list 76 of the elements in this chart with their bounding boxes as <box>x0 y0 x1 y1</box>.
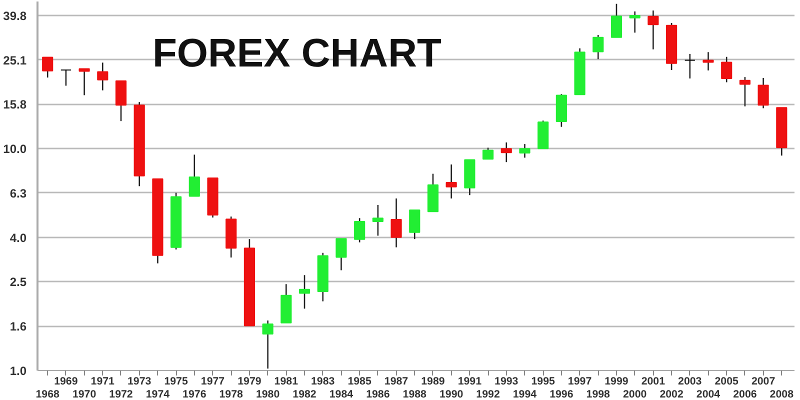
x-tick-label: 2002 <box>660 388 684 400</box>
x-tick-label: 1990 <box>439 388 464 400</box>
x-tick-label: 1972 <box>109 388 133 400</box>
candlestick <box>336 238 347 271</box>
y-tick-label: 6.3 <box>10 186 27 200</box>
x-tick-label: 1986 <box>366 388 390 400</box>
x-tick-label: 1991 <box>458 376 482 388</box>
candlestick <box>721 56 732 83</box>
x-tick-label: 1993 <box>494 376 518 388</box>
x-tick-label: 2008 <box>770 388 794 400</box>
x-tick-label: 1977 <box>200 376 225 388</box>
candlestick <box>446 164 457 200</box>
candlestick <box>78 68 90 96</box>
candlestick <box>354 217 366 243</box>
x-tick-label: 1985 <box>348 376 372 388</box>
candlestick <box>42 56 54 78</box>
x-tick-label: 1988 <box>402 388 427 400</box>
x-tick-label: 1987 <box>384 376 408 388</box>
x-tick-label: 2006 <box>733 388 757 400</box>
x-tick-label: 1974 <box>146 388 170 400</box>
candlestick <box>298 274 310 310</box>
candlestick <box>610 3 622 38</box>
text: FOREX CHART <box>152 32 442 76</box>
x-tick-label: 1981 <box>274 376 298 388</box>
candlestick <box>702 51 714 72</box>
candlestick <box>97 62 108 91</box>
x-tick-label: 1983 <box>311 376 335 388</box>
candlestick <box>739 76 750 107</box>
y-tick-label: 39.8 <box>3 8 27 23</box>
x-tick-label: 1982 <box>292 388 316 400</box>
x-tick-label: 1976 <box>182 388 206 400</box>
candlestick <box>629 10 640 34</box>
candlestick <box>519 143 530 158</box>
x-tick-label: 1973 <box>128 376 152 388</box>
x-tick-label: 1969 <box>54 376 78 388</box>
y-tick-label: 15.8 <box>3 98 27 112</box>
candlestick <box>758 77 769 109</box>
y-tick-label: 1.6 <box>10 320 27 334</box>
x-tick-label: 2000 <box>622 388 647 400</box>
candlestick <box>409 209 420 240</box>
candlestick <box>390 198 402 248</box>
x-tick-label: 2005 <box>714 376 739 388</box>
x-tick-label: 1979 <box>238 376 262 388</box>
x-tick-label: 1971 <box>90 376 115 388</box>
x-tick-label: 1968 <box>36 388 60 400</box>
x-tick-label: 1989 <box>421 376 445 388</box>
x-tick-label: 2007 <box>751 376 776 388</box>
x-tick-label: 1996 <box>550 388 574 400</box>
x-tick-label: 2004 <box>696 388 720 400</box>
x-tick-label: 2001 <box>641 376 666 388</box>
candlestick <box>262 320 274 370</box>
y-tick-label: 25.1 <box>3 53 27 68</box>
x-tick-label: 1978 <box>219 388 244 400</box>
x-tick-label: 1995 <box>531 376 556 388</box>
candlestick <box>372 204 384 236</box>
candlestick <box>482 147 494 160</box>
x-tick-label: 1992 <box>476 388 500 400</box>
candlestick <box>500 142 512 163</box>
candlestick <box>60 69 72 86</box>
candlestick <box>188 154 200 197</box>
x-tick-label: 1997 <box>568 376 592 388</box>
y-tick-label: 4.0 <box>10 230 27 245</box>
candlestick <box>648 10 659 50</box>
x-tick-label: 1999 <box>604 376 628 388</box>
y-tick-label: 2.5 <box>10 275 27 290</box>
x-tick-label: 1970 <box>72 388 96 400</box>
candlestick <box>684 53 696 80</box>
x-tick-label: 1994 <box>512 388 537 400</box>
x-tick-label: 1998 <box>586 388 610 400</box>
candlestick <box>592 34 604 60</box>
y-tick-label: 10.0 <box>3 142 27 156</box>
x-tick-label: 1975 <box>164 376 188 388</box>
x-tick-label: 2003 <box>678 376 702 388</box>
x-tick-label: 1984 <box>329 388 354 400</box>
x-tick-label: 1980 <box>256 388 280 400</box>
y-tick-label: 1.0 <box>10 364 27 378</box>
